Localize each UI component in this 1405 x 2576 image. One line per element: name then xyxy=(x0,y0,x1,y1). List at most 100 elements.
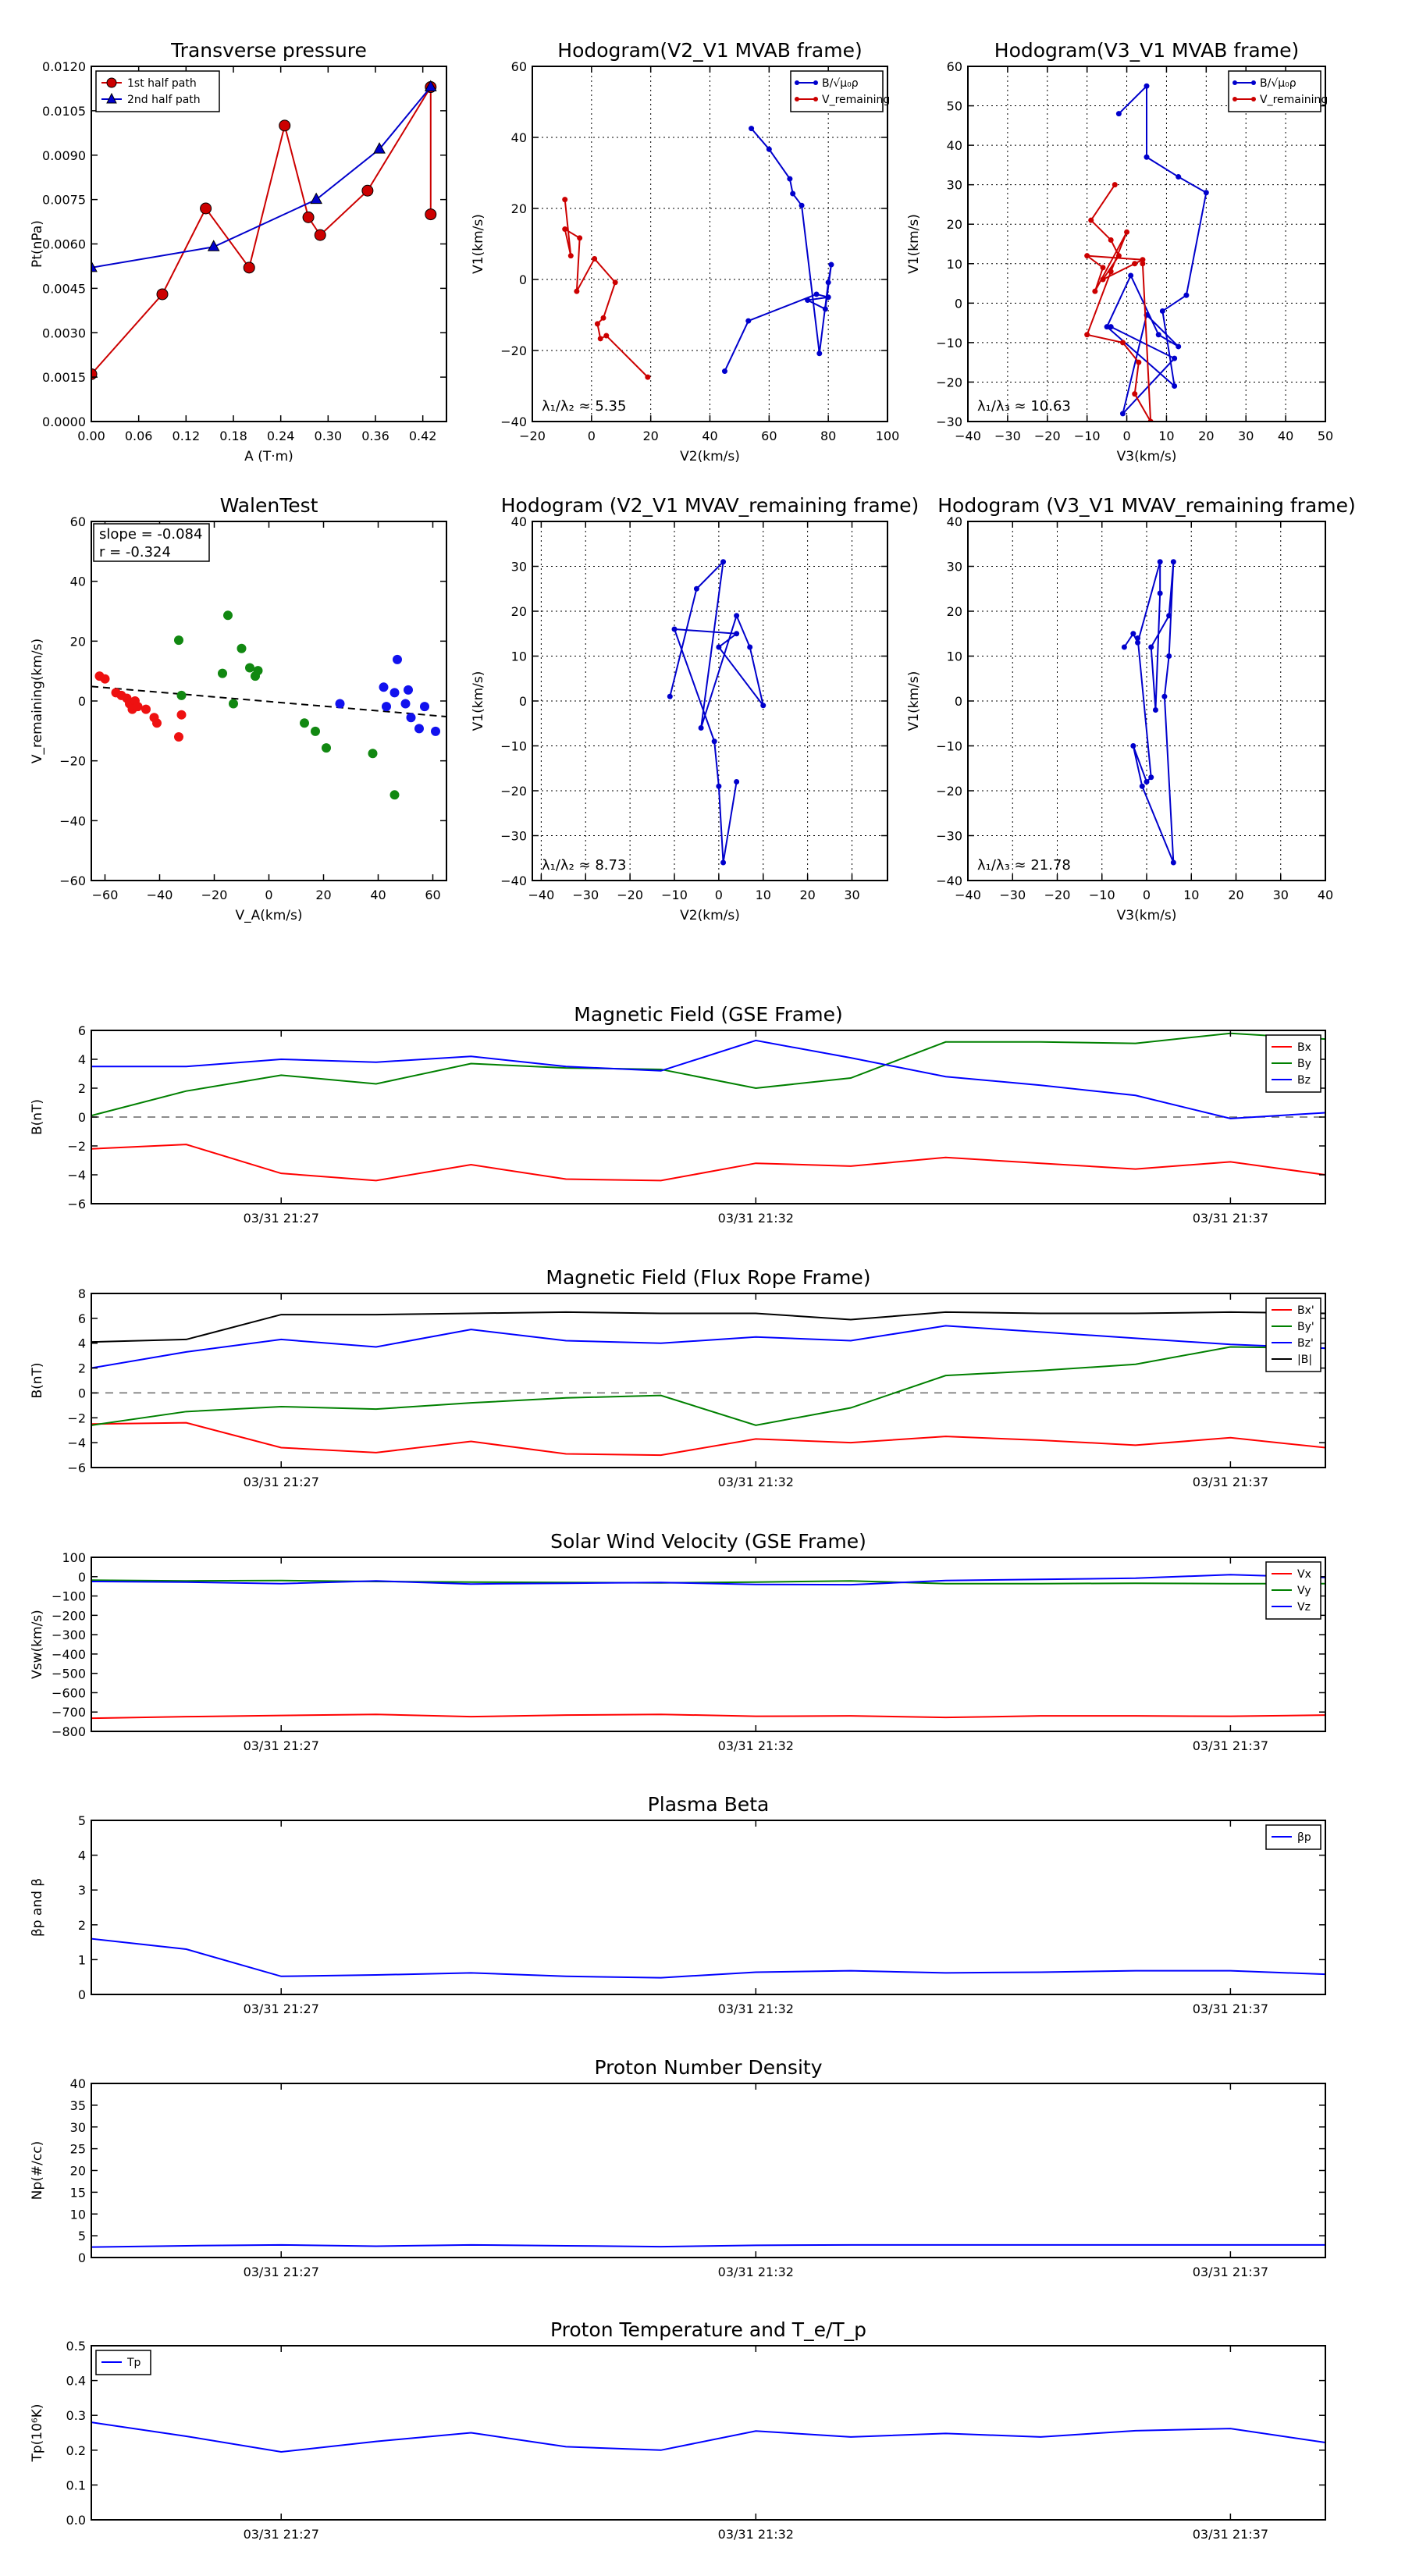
plot-area xyxy=(91,1311,1325,1457)
data-point xyxy=(406,713,416,723)
data-point xyxy=(693,585,699,592)
data-point xyxy=(721,368,727,375)
data-point xyxy=(1148,774,1154,781)
legend-marker xyxy=(1232,80,1237,85)
x-tick-label: −40 xyxy=(147,888,173,902)
chart-title: Hodogram (V2_V1 MVAV_remaining frame) xyxy=(501,494,919,517)
data-point xyxy=(393,654,402,664)
series-line-V_remaining xyxy=(564,199,649,378)
x-tick-label: 0.12 xyxy=(173,429,201,443)
y-tick-label: −100 xyxy=(52,1589,86,1604)
data-point xyxy=(91,260,98,272)
x-tick-label: 03/31 21:32 xyxy=(718,2265,794,2279)
y-tick-label: 40 xyxy=(70,575,86,589)
stats-box xyxy=(93,523,210,562)
plot-area xyxy=(562,126,834,380)
y-tick-label: 0.4 xyxy=(66,2374,86,2389)
legend: Bx' By' Bz' |B| xyxy=(1265,1297,1321,1372)
data-point xyxy=(1121,644,1127,650)
plot-area xyxy=(91,1937,1325,1979)
data-point xyxy=(745,318,752,324)
y-tick-label: −60 xyxy=(59,873,86,888)
data-point xyxy=(431,726,440,736)
y-tick-label: −20 xyxy=(936,375,962,390)
legend-box xyxy=(1228,70,1321,112)
axes-frame xyxy=(91,1820,1326,1995)
axes-frame xyxy=(532,66,888,422)
y-tick-label: 100 xyxy=(62,1550,86,1565)
x-tick-label: −20 xyxy=(519,429,546,443)
y-tick-label: 0.5 xyxy=(66,2339,86,2354)
y-tick-label: 0.0015 xyxy=(42,370,86,385)
x-tick-label: −40 xyxy=(528,888,554,902)
fit-line xyxy=(91,685,446,718)
eigen-ratio-label: λ₁/λ₃ ≈ 21.78 xyxy=(977,857,1071,873)
x-tick-label: 0.36 xyxy=(361,429,389,443)
y-tick-label: −800 xyxy=(52,1724,86,1739)
y-tick-label: −30 xyxy=(936,829,962,844)
data-point xyxy=(379,682,389,692)
data-point xyxy=(1170,559,1176,565)
legend-label: B/√μ₀ρ xyxy=(1260,77,1297,90)
data-point xyxy=(156,288,169,301)
data-point xyxy=(562,197,568,203)
y-axis-label: V1(km/s) xyxy=(471,671,486,731)
data-point xyxy=(716,644,722,650)
y-tick-label: 0.2 xyxy=(66,2443,86,2458)
data-point xyxy=(1128,272,1134,279)
x-tick-label: 40 xyxy=(702,429,717,443)
data-point xyxy=(720,559,727,565)
data-point xyxy=(1135,635,1141,641)
x-tick-label: −20 xyxy=(617,888,643,902)
data-point xyxy=(1170,859,1176,866)
x-tick-label: 0.06 xyxy=(125,429,153,443)
x-tick-label: 03/31 21:27 xyxy=(244,1738,319,1753)
chart-p2: −20 0 20 40 60 80 100−40−200204060Hodogram(V2_… xyxy=(471,39,899,464)
x-tick-label: −60 xyxy=(92,888,119,902)
legend-marker xyxy=(1251,80,1256,85)
y-tick-label: −10 xyxy=(936,336,962,350)
x-tick-label: 20 xyxy=(1228,888,1243,902)
y-tick-label: 0.0060 xyxy=(42,237,86,252)
legend-label: Bz' xyxy=(1297,1337,1314,1350)
legend-label: By xyxy=(1297,1058,1311,1070)
y-tick-label: 20 xyxy=(70,2164,86,2179)
data-point xyxy=(1119,411,1126,417)
data-point xyxy=(389,790,400,800)
y-axis-label: B(nT) xyxy=(30,1362,45,1398)
data-point xyxy=(600,315,606,321)
y-tick-label: −20 xyxy=(936,784,962,799)
x-tick-label: 03/31 21:37 xyxy=(1193,1738,1268,1753)
x-tick-label: 0 xyxy=(265,888,272,902)
data-point xyxy=(176,690,187,700)
x-axis-label: V_A(km/s) xyxy=(235,908,302,923)
data-point xyxy=(335,699,345,709)
data-point xyxy=(361,184,374,197)
data-point xyxy=(100,674,110,684)
series-line-By' xyxy=(91,1346,1325,1426)
data-point xyxy=(1135,639,1141,646)
data-point xyxy=(716,783,722,789)
legend: Tp xyxy=(95,2350,151,2375)
data-point xyxy=(311,726,320,736)
y-tick-label: 20 xyxy=(947,604,962,619)
axes-frame xyxy=(967,66,1326,422)
data-point xyxy=(577,235,583,241)
x-tick-label: 03/31 21:27 xyxy=(244,2001,319,2016)
chart-p10: 03/31 21:27 03/31 21:32 03/31 21:37 0 1 2 3 4 5 P… xyxy=(30,1793,1326,2016)
eigen-ratio-label: λ₁/λ₃ ≈ 10.63 xyxy=(977,398,1071,415)
y-tick-label: 6 xyxy=(78,1023,86,1038)
legend: B/√μ₀ρ V_remaining xyxy=(790,70,890,112)
y-tick-label: −4 xyxy=(67,1436,86,1450)
data-point xyxy=(1172,355,1178,361)
data-point xyxy=(1159,308,1165,314)
y-tick-label: 40 xyxy=(511,130,527,145)
axes-frame xyxy=(91,1293,1326,1468)
y-tick-label: 30 xyxy=(70,2120,86,2135)
y-tick-label: 40 xyxy=(511,514,527,529)
y-tick-label: −40 xyxy=(500,873,527,888)
plot-area xyxy=(1084,83,1209,422)
data-point xyxy=(667,693,673,699)
y-tick-label: 20 xyxy=(70,634,86,649)
